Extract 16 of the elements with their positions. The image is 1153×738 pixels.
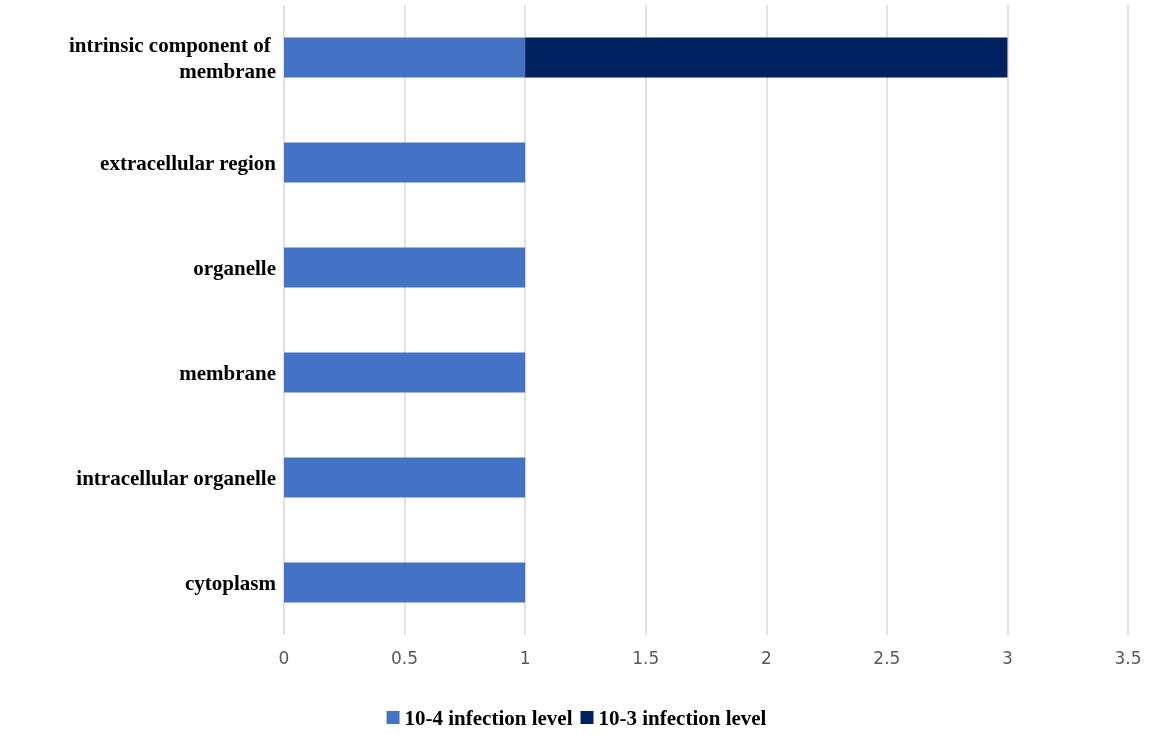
y-tick-label: extracellular region bbox=[100, 150, 277, 175]
y-tick-label: intrinsic component of membrane bbox=[68, 32, 276, 83]
y-tick-label: membrane bbox=[179, 360, 276, 385]
x-tick-label: 1.5 bbox=[632, 647, 660, 668]
y-tick-label: intracellular organelle bbox=[76, 465, 276, 490]
x-tick-label: 1 bbox=[519, 647, 531, 668]
y-tick-label: cytoplasm bbox=[185, 570, 277, 595]
x-tick-label: 2.5 bbox=[873, 647, 901, 668]
x-tick-label: 3.5 bbox=[1114, 647, 1142, 668]
legend-label: 10-3 infection level bbox=[598, 705, 767, 730]
y-tick-label: organelle bbox=[193, 255, 276, 280]
x-tick-label: 2 bbox=[760, 647, 772, 668]
x-tick-label: 3 bbox=[1002, 647, 1013, 668]
legend-label: 10-4 infection level bbox=[404, 705, 573, 730]
x-tick-label: 0.5 bbox=[391, 647, 419, 668]
x-tick-label: 0 bbox=[278, 647, 290, 668]
